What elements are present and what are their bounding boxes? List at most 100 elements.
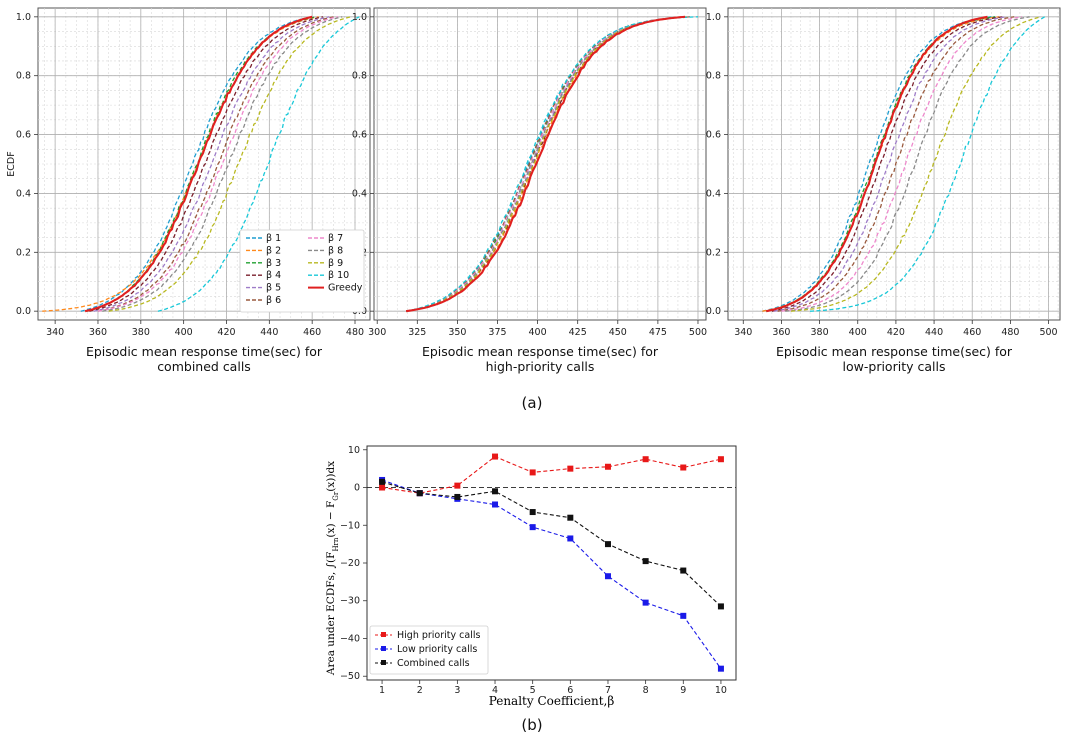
legend-label: β 8 — [328, 245, 343, 256]
data-point — [642, 599, 649, 606]
data-point — [604, 541, 611, 548]
ecdf-series-beta-10 — [405, 16, 699, 312]
data-point — [717, 603, 724, 610]
data-point — [604, 463, 611, 470]
ecdf-series-beta-5 — [773, 16, 1007, 312]
x-tick-label: 460 — [303, 327, 321, 338]
ecdf-series-beta-1 — [762, 16, 992, 312]
x-tick-label: 4 — [492, 685, 498, 696]
y-tick-label: 1.0 — [16, 12, 31, 23]
legend-marker — [381, 632, 386, 637]
x-tick-label: 480 — [346, 327, 364, 338]
x-tick-label: 7 — [605, 685, 611, 696]
x-tick-label: 450 — [609, 327, 627, 338]
y-tick-label: −30 — [340, 596, 360, 607]
y-tick-label: 0.2 — [706, 247, 721, 258]
legend-label: β 1 — [266, 233, 281, 244]
series-line-combined — [381, 481, 722, 607]
x-tick-label: 340 — [46, 327, 64, 338]
legend-label: β 2 — [266, 245, 281, 256]
ecdf-series-beta-5 — [93, 16, 330, 312]
data-point — [454, 482, 461, 489]
y-tick-label: −40 — [340, 633, 360, 644]
ecdf-series-beta-8 — [785, 16, 1030, 312]
x-axis-label: high-priority calls — [486, 359, 595, 374]
data-point — [529, 524, 536, 531]
legend-box — [239, 229, 365, 313]
x-tick-label: 375 — [488, 327, 506, 338]
ecdf-low-priority-panel: 340 360 380 400 420 440 460 480 500 0.0 0.2 0.4 0.6 0… — [706, 7, 1061, 374]
x-tick-label: 8 — [643, 685, 649, 696]
x-axis-label: Episodic mean response time(sec) for — [422, 344, 659, 359]
x-tick-label: 440 — [925, 327, 943, 338]
data-point — [567, 514, 574, 521]
y-tick-label: 0.8 — [16, 71, 31, 82]
y-tick-label: 0.8 — [706, 71, 721, 82]
caption-b: (b) — [521, 716, 542, 734]
y-axis-label: Area under ECDFs, ∫(FHrn(x) − FGr(x))dx — [325, 461, 340, 676]
y-tick-label: −50 — [340, 671, 360, 682]
ecdf-series-beta-8 — [102, 16, 343, 312]
data-point — [642, 558, 649, 565]
x-tick-label: 400 — [849, 327, 867, 338]
legend-label: Low priority calls — [397, 644, 477, 655]
data-point — [416, 490, 423, 497]
y-axis-label: ECDF — [6, 151, 17, 176]
ecdf-series-beta-6 — [97, 16, 334, 312]
data-point — [680, 612, 687, 619]
data-point — [379, 478, 386, 485]
x-tick-label: 420 — [217, 327, 235, 338]
ecdf-series-beta-10 — [809, 16, 1046, 312]
series-line-high — [382, 455, 722, 494]
ecdf-series-Greedy — [765, 15, 988, 313]
x-tick-label: 1 — [379, 685, 385, 696]
legend-label: Greedy — [328, 283, 363, 294]
ecdf-series-beta-9 — [108, 16, 351, 312]
y-tick-label: −10 — [340, 520, 360, 531]
data-point — [379, 484, 386, 491]
data-point — [492, 453, 499, 460]
x-tick-label: 440 — [260, 327, 278, 338]
x-tick-label: 500 — [1039, 327, 1057, 338]
x-tick-label: 9 — [680, 685, 686, 696]
x-axis-label: Episodic mean response time(sec) for — [776, 344, 1013, 359]
x-tick-label: 5 — [530, 685, 536, 696]
data-point — [492, 488, 499, 495]
data-point — [717, 665, 724, 672]
ecdf-series-beta-4 — [771, 16, 1003, 312]
y-tick-label: 0.0 — [16, 306, 31, 317]
ecdf-series-Greedy — [405, 15, 686, 313]
y-tick-label: 0.6 — [352, 130, 367, 141]
x-tick-label: 6 — [567, 685, 573, 696]
x-tick-label: 420 — [887, 327, 905, 338]
x-tick-label: 350 — [448, 327, 466, 338]
ecdf-series-beta-9 — [406, 16, 691, 312]
series-line-low — [381, 479, 722, 670]
y-tick-label: 0.4 — [16, 188, 31, 199]
legend-label: β 10 — [328, 270, 349, 281]
data-point — [567, 535, 574, 542]
y-tick-label: 0.4 — [352, 188, 367, 199]
y-tick-label: 1.0 — [706, 12, 721, 23]
x-tick-label: 380 — [132, 327, 150, 338]
data-point — [529, 469, 536, 476]
x-tick-label: 500 — [689, 327, 707, 338]
ecdf-series-beta-7 — [97, 16, 339, 312]
data-point — [680, 464, 687, 471]
y-tick-label: 10 — [348, 445, 360, 456]
x-tick-label: 3 — [454, 685, 460, 696]
caption-a: (a) — [522, 394, 543, 412]
y-tick-label: 0.0 — [706, 306, 721, 317]
data-point — [680, 567, 687, 574]
x-axis-label: Episodic mean response time(sec) for — [86, 344, 323, 359]
y-tick-label: 1.0 — [352, 12, 367, 23]
x-tick-label: 325 — [408, 327, 426, 338]
ecdf-series-beta-7 — [781, 16, 1022, 312]
x-tick-label: 360 — [772, 327, 790, 338]
x-tick-label: 475 — [649, 327, 667, 338]
legend-label: High priority calls — [397, 630, 480, 641]
x-tick-label: 300 — [368, 327, 386, 338]
ecdf-legend: β 1β 2 β 3β 4 β 5β 6 β 7β 8 β 9β 10 Greedy — [239, 229, 365, 313]
ecdf-series-beta-10 — [157, 16, 360, 312]
legend-marker — [381, 660, 386, 665]
